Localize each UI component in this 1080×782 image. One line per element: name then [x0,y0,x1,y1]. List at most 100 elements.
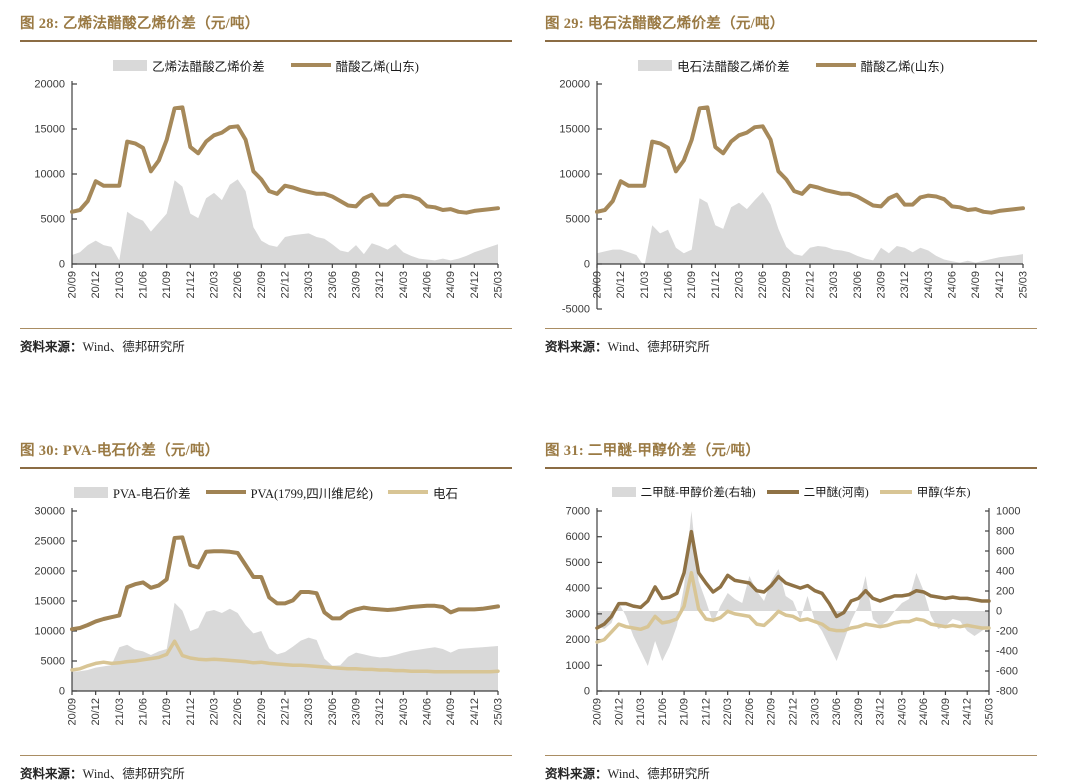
series-area [597,192,1023,267]
svg-text:22/12: 22/12 [280,271,292,299]
svg-text:20/09: 20/09 [592,271,604,299]
series-area [72,602,498,691]
figure-30-card: 图 30: PVA-电石价差（元/吨） PVA-电石价差 PVA(1799,四川维… [20,437,512,782]
axes [71,508,499,695]
svg-text:24/09: 24/09 [445,271,457,299]
svg-text:2000: 2000 [566,634,590,646]
legend-item: 醋酸乙烯(山东) [290,56,419,75]
svg-text:23/09: 23/09 [351,271,363,299]
series-line [595,105,1025,215]
svg-text:20/12: 20/12 [90,271,102,299]
svg-text:-600: -600 [996,666,1018,678]
svg-text:20/12: 20/12 [613,698,625,726]
svg-text:-200: -200 [996,626,1018,638]
figure-30-title: 图 30: PVA-电石价差（元/吨） [20,443,220,459]
svg-text:24/06: 24/06 [422,698,434,726]
svg-text:22/03: 22/03 [209,698,221,726]
svg-text:23/09: 23/09 [876,271,888,299]
svg-text:21/12: 21/12 [700,698,712,726]
svg-text:21/12: 21/12 [185,271,197,299]
svg-text:21/06: 21/06 [657,698,669,726]
source-divider [545,328,1037,329]
legend-label: PVA-电石价差 [113,486,191,501]
svg-text:22/03: 22/03 [734,271,746,299]
legend-area-swatch [74,486,109,498]
svg-text:5000: 5000 [41,656,65,668]
svg-text:24/09: 24/09 [940,698,952,726]
svg-text:20/09: 20/09 [67,271,79,299]
series-area [72,179,498,264]
title-underline [545,40,1037,42]
source-prefix: 资料来源： [545,767,608,781]
source-note: 资料来源：Wind、德邦研究所 [20,756,512,782]
svg-text:21/03: 21/03 [114,271,126,299]
svg-text:600: 600 [996,546,1014,558]
svg-text:22/09: 22/09 [766,698,778,726]
svg-text:25/03: 25/03 [1018,271,1030,299]
svg-text:0: 0 [59,686,65,698]
legend-item: 二甲醚(河南) [766,484,869,500]
legend-line-swatch [290,63,331,67]
legend-label: 醋酸乙烯(山东) [335,59,419,74]
legend-label: 甲醇(华东) [916,487,971,499]
source-divider [545,755,1037,756]
svg-text:21/12: 21/12 [710,271,722,299]
svg-text:24/06: 24/06 [422,271,434,299]
svg-text:0: 0 [584,686,590,698]
legend-item: 醋酸乙烯(山东) [815,56,944,75]
svg-text:24/06: 24/06 [918,698,930,726]
svg-text:10000: 10000 [34,626,65,638]
legend-line-swatch [387,490,428,494]
source-body: Wind、德邦研究所 [607,767,710,781]
figure-31-title: 图 31: 二甲醚-甲醇价差（元/吨） [545,443,761,459]
svg-text:22/06: 22/06 [232,698,244,726]
svg-text:22/06: 22/06 [757,271,769,299]
svg-text:20000: 20000 [34,566,65,578]
svg-text:23/12: 23/12 [899,271,911,299]
svg-text:22/09: 22/09 [256,271,268,299]
svg-text:6000: 6000 [566,531,590,543]
legend-line-swatch [205,490,246,494]
source-prefix: 资料来源： [545,340,608,354]
svg-text:21/06: 21/06 [663,271,675,299]
svg-text:23/12: 23/12 [374,271,386,299]
svg-text:400: 400 [996,566,1014,578]
figure-29-card: 图 29: 电石法醋酸乙烯价差（元/吨） 电石法醋酸乙烯价差 醋酸乙烯(山东) -… [545,10,1037,355]
figure-29-chart: -5000 0 5000 10000 15000 20000 20/09 20/12 21/03… [559,79,1030,316]
series-line [70,105,500,215]
svg-text:25/03: 25/03 [984,698,996,726]
figure-29-title: 图 29: 电石法醋酸乙烯价差（元/吨） [545,16,785,32]
source-body: Wind、德邦研究所 [82,340,185,354]
source-prefix: 资料来源： [20,767,83,781]
svg-text:23/06: 23/06 [852,271,864,299]
axes [596,81,1024,310]
svg-text:20000: 20000 [559,79,590,91]
svg-text:24/12: 24/12 [469,271,481,299]
svg-text:10000: 10000 [559,169,590,181]
svg-text:5000: 5000 [566,214,590,226]
svg-text:22/03: 22/03 [209,271,221,299]
legend-item: 乙烯法醋酸乙烯价差 [113,56,265,75]
svg-text:23/09: 23/09 [351,698,363,726]
svg-text:15000: 15000 [34,596,65,608]
svg-text:23/03: 23/03 [303,698,315,726]
svg-text:21/12: 21/12 [185,698,197,726]
svg-text:0: 0 [584,259,590,271]
source-divider [20,755,512,756]
axes [71,81,499,268]
legend-label: 乙烯法醋酸乙烯价差 [152,59,265,74]
legend-label: 醋酸乙烯(山东) [860,59,944,74]
legend-label: PVA(1799,四川维尼纶) [250,486,373,501]
figure-28-title: 图 28: 乙烯法醋酸乙烯价差（元/吨） [20,16,260,32]
svg-text:4000: 4000 [566,583,590,595]
legend-item: PVA(1799,四川维尼纶) [205,483,373,502]
svg-text:3000: 3000 [566,608,590,620]
svg-text:21/09: 21/09 [679,698,691,726]
svg-text:800: 800 [996,526,1014,538]
svg-text:-5000: -5000 [562,304,590,316]
figure-28-legend: 乙烯法醋酸乙烯价差 醋酸乙烯(山东) [20,55,512,75]
svg-text:23/03: 23/03 [303,271,315,299]
svg-text:200: 200 [996,586,1014,598]
